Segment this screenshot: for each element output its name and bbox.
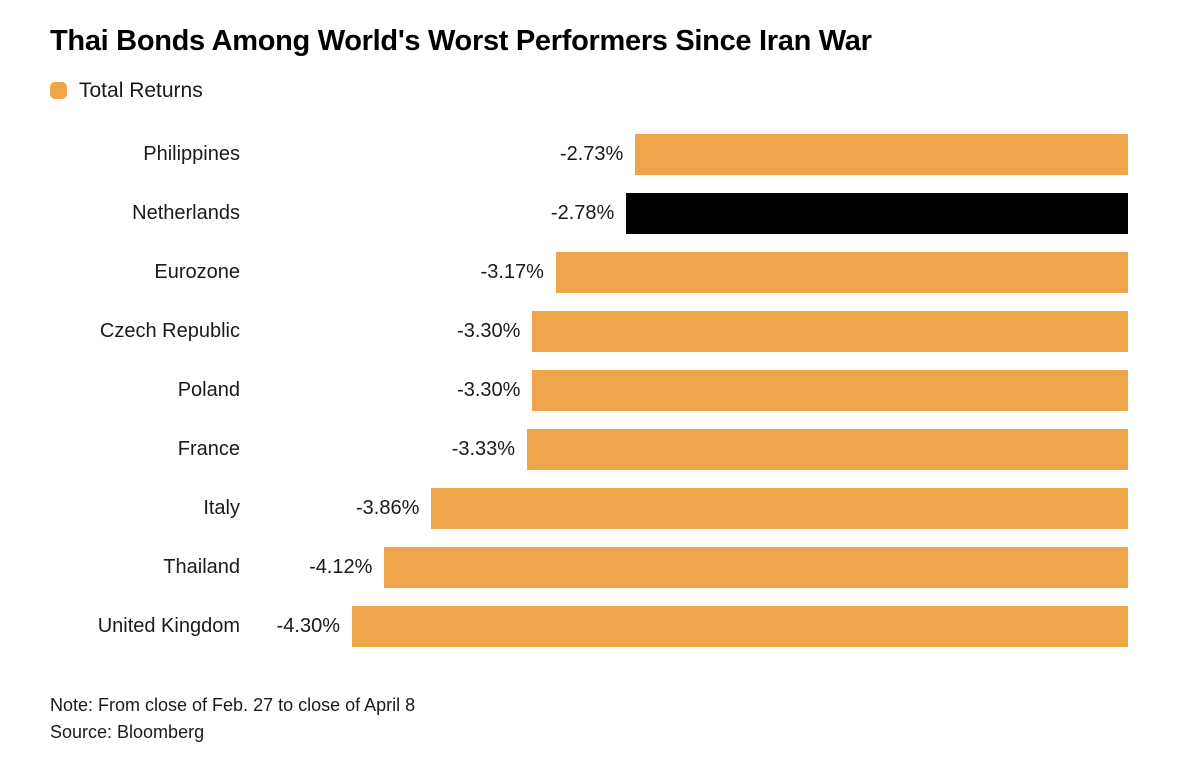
bar xyxy=(351,605,1128,647)
chart-row: France -3.33% xyxy=(50,428,1128,470)
bar xyxy=(532,369,1128,411)
category-label: Netherlands xyxy=(132,201,240,224)
chart-footer: Note: From close of Feb. 27 to close of … xyxy=(50,692,1128,746)
value-label: -3.33% xyxy=(451,437,516,460)
bar-area: -3.86% xyxy=(240,487,1128,529)
chart-row: Poland -3.30% xyxy=(50,369,1128,411)
legend: Total Returns xyxy=(50,79,1128,103)
chart-row: Philippines -2.73% xyxy=(50,133,1128,175)
chart-row: Italy -3.86% xyxy=(50,487,1128,529)
chart-row: Netherlands -2.78% xyxy=(50,192,1128,234)
category-label: Thailand xyxy=(163,555,240,578)
value-label: -4.12% xyxy=(309,555,373,578)
value-label: -2.78% xyxy=(550,201,615,224)
category-label: Czech Republic xyxy=(99,319,240,342)
bar xyxy=(626,192,1128,234)
bar xyxy=(527,428,1128,470)
chart-row: Eurozone -3.17% xyxy=(50,251,1128,293)
bar-area: -4.12% xyxy=(240,546,1128,588)
bar xyxy=(532,310,1128,352)
category-label: Italy xyxy=(203,496,240,519)
value-label: -3.30% xyxy=(457,319,521,342)
chart-row: Thailand -4.12% xyxy=(50,546,1128,588)
legend-label: Total Returns xyxy=(79,78,203,102)
bar xyxy=(431,487,1128,529)
value-label: -2.73% xyxy=(559,142,624,165)
bar-area: -3.30% xyxy=(240,310,1128,352)
bar-area: -2.73% xyxy=(240,133,1128,175)
bar-area: -4.30% xyxy=(240,605,1128,647)
value-label: -3.30% xyxy=(457,378,521,401)
legend-swatch-icon xyxy=(50,82,67,100)
chart-row: United Kingdom -4.30% xyxy=(50,605,1128,647)
bar xyxy=(555,251,1128,293)
value-label: -3.17% xyxy=(480,260,544,283)
footer-source: Source: Bloomberg xyxy=(50,721,205,742)
bar-chart: Philippines -2.73% Netherlands -2.78% Eurozo… xyxy=(50,133,1128,647)
bar-area: -3.17% xyxy=(240,251,1128,293)
bar-area: -3.30% xyxy=(240,369,1128,411)
category-label: Philippines xyxy=(143,142,240,165)
bar xyxy=(384,546,1128,588)
value-label: -4.30% xyxy=(276,614,340,637)
bar-area: -2.78% xyxy=(240,192,1128,234)
chart-title: Thai Bonds Among World's Worst Performer… xyxy=(50,25,872,57)
category-label: United Kingdom xyxy=(97,614,240,637)
value-label: -3.86% xyxy=(356,496,420,519)
category-label: Eurozone xyxy=(154,260,240,283)
footer-note: Note: From close of Feb. 27 to close of … xyxy=(50,694,416,715)
bar xyxy=(635,133,1128,175)
chart-row: Czech Republic -3.30% xyxy=(50,310,1128,352)
category-label: France xyxy=(177,437,240,460)
category-label: Poland xyxy=(177,378,240,401)
bar-area: -3.33% xyxy=(240,428,1128,470)
